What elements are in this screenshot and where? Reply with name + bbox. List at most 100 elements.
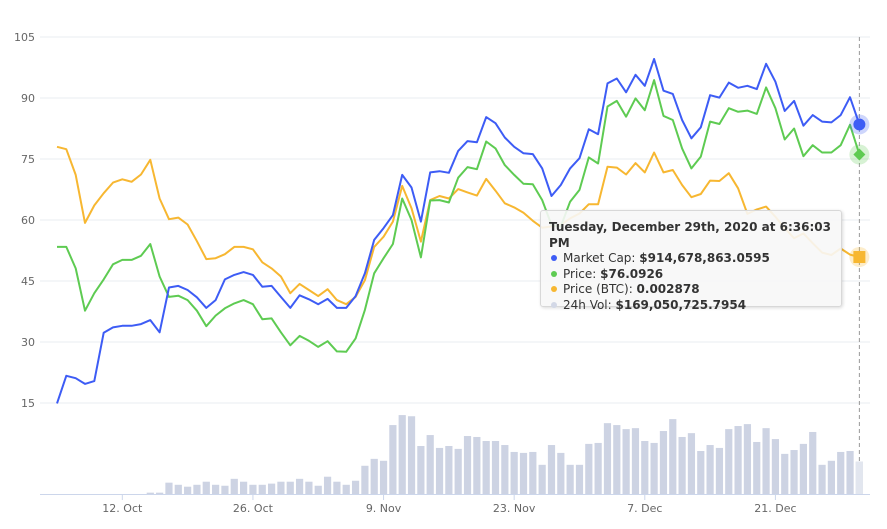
volume-bar (267, 483, 276, 494)
y-tick-label: 90 (21, 92, 35, 105)
tooltip-title: Tuesday, December 29th, 2020 at 6:36:03 … (549, 220, 831, 250)
volume-bar (510, 451, 518, 494)
volume-bar (762, 428, 770, 494)
volume-bar (715, 447, 724, 494)
volume-bar (482, 441, 490, 494)
volume-bar (809, 431, 817, 494)
volume-bar (389, 425, 397, 494)
volume-bar (594, 442, 602, 494)
y-tick-label: 75 (21, 153, 35, 166)
volume-bar (631, 428, 640, 494)
volume-bar (734, 426, 742, 494)
volume-bar (323, 476, 332, 494)
x-tick-label: 23. Nov (493, 502, 536, 515)
price-btc-dot-icon (551, 286, 557, 292)
volume-bar (202, 481, 210, 494)
tooltip-row-market-cap: Market Cap: $914,678,863.0595 (549, 251, 833, 267)
volume-bar (230, 478, 238, 494)
y-tick-label: 30 (21, 336, 35, 349)
volume-bar (501, 445, 509, 494)
volume-bar (678, 436, 686, 494)
volume-bar (463, 436, 472, 494)
chart-tooltip: Tuesday, December 29th, 2020 at 6:36:03 … (540, 210, 842, 312)
volume-bar (370, 458, 378, 494)
volume-bar (603, 423, 612, 494)
volume-bar (426, 435, 434, 494)
volume-bar (585, 443, 593, 494)
volume-bar (622, 429, 630, 494)
market-cap-marker-icon (853, 118, 866, 131)
volume-bar (641, 441, 649, 494)
volume-bar (221, 485, 229, 494)
tooltip-row-price-btc: Price (BTC): 0.002878 (549, 282, 833, 298)
volume-bar (781, 453, 789, 494)
y-tick-label: 105 (14, 31, 35, 44)
tooltip-label: Price (BTC): (563, 282, 637, 296)
tooltip-label: 24h Vol: (563, 297, 616, 312)
tooltip-value: 0.002878 (636, 282, 700, 296)
volume-bar (473, 436, 481, 494)
series-line-price (57, 79, 861, 353)
volume-bar (193, 484, 201, 494)
volume-bar (212, 484, 220, 494)
x-tick-label: 26. Oct (233, 502, 274, 515)
volume-bar (295, 478, 304, 494)
volume-bar (547, 445, 556, 494)
volume-bar (753, 441, 761, 494)
volume-bar (277, 481, 285, 494)
volume-bar (799, 443, 807, 494)
volume-bar (529, 451, 537, 494)
volume-bar (697, 450, 705, 494)
tooltip-label: Price: (563, 266, 601, 281)
volume-bar (286, 481, 294, 494)
volume-bar (174, 484, 182, 494)
volume-bar (398, 415, 406, 494)
volume-bar (491, 441, 500, 494)
volume-bar (827, 460, 835, 494)
volume-bar (659, 431, 668, 494)
market-cap-dot-icon (551, 255, 557, 261)
volume-bar (566, 464, 574, 494)
y-tick-label: 45 (21, 275, 35, 288)
volume-bar (575, 464, 584, 494)
volume-bar (650, 442, 658, 494)
volume-bar (417, 446, 425, 494)
price-dot-icon (551, 270, 557, 277)
volume-bar (687, 433, 696, 494)
volume-bar (771, 439, 780, 494)
volume-bar (305, 481, 313, 494)
volume-bar-hover (855, 461, 863, 494)
volume-bar (249, 484, 257, 494)
price-marker-icon (853, 148, 866, 161)
tooltip-label: Market Cap: (563, 251, 640, 265)
x-tick-label: 9. Nov (366, 502, 402, 515)
tooltip-row-volume: 24h Vol: $169,050,725.7954 (549, 298, 833, 314)
tooltip-value: $914,678,863.0595 (639, 251, 770, 265)
y-tick-label: 15 (21, 397, 35, 410)
price-btc-marker-icon (853, 251, 866, 264)
volume-bar (258, 484, 266, 494)
volume-bar (519, 452, 528, 494)
volume-bar (361, 465, 369, 494)
volume-bar (846, 450, 854, 494)
x-tick-label: 12. Oct (102, 502, 143, 515)
volume-dot-icon (551, 301, 557, 308)
tooltip-value: $76.0926 (600, 266, 664, 281)
volume-bar (538, 464, 546, 494)
series-line-price-btc (56, 145, 860, 306)
volume-bar (725, 429, 733, 494)
volume-bar (407, 416, 416, 494)
volume-bar (351, 480, 360, 494)
volume-bar (454, 448, 462, 494)
volume-bar (240, 481, 248, 494)
volume-bar (743, 424, 752, 494)
tooltip-row-price: Price: $76.0926 (549, 267, 833, 283)
volume-bar (790, 450, 798, 494)
x-tick-label: 21. Dec (754, 502, 796, 515)
volume-bar (165, 482, 173, 494)
volume-bar (706, 445, 714, 494)
volume-bar (146, 492, 154, 494)
series-line-market-cap (56, 58, 861, 404)
volume-bar (613, 425, 621, 494)
